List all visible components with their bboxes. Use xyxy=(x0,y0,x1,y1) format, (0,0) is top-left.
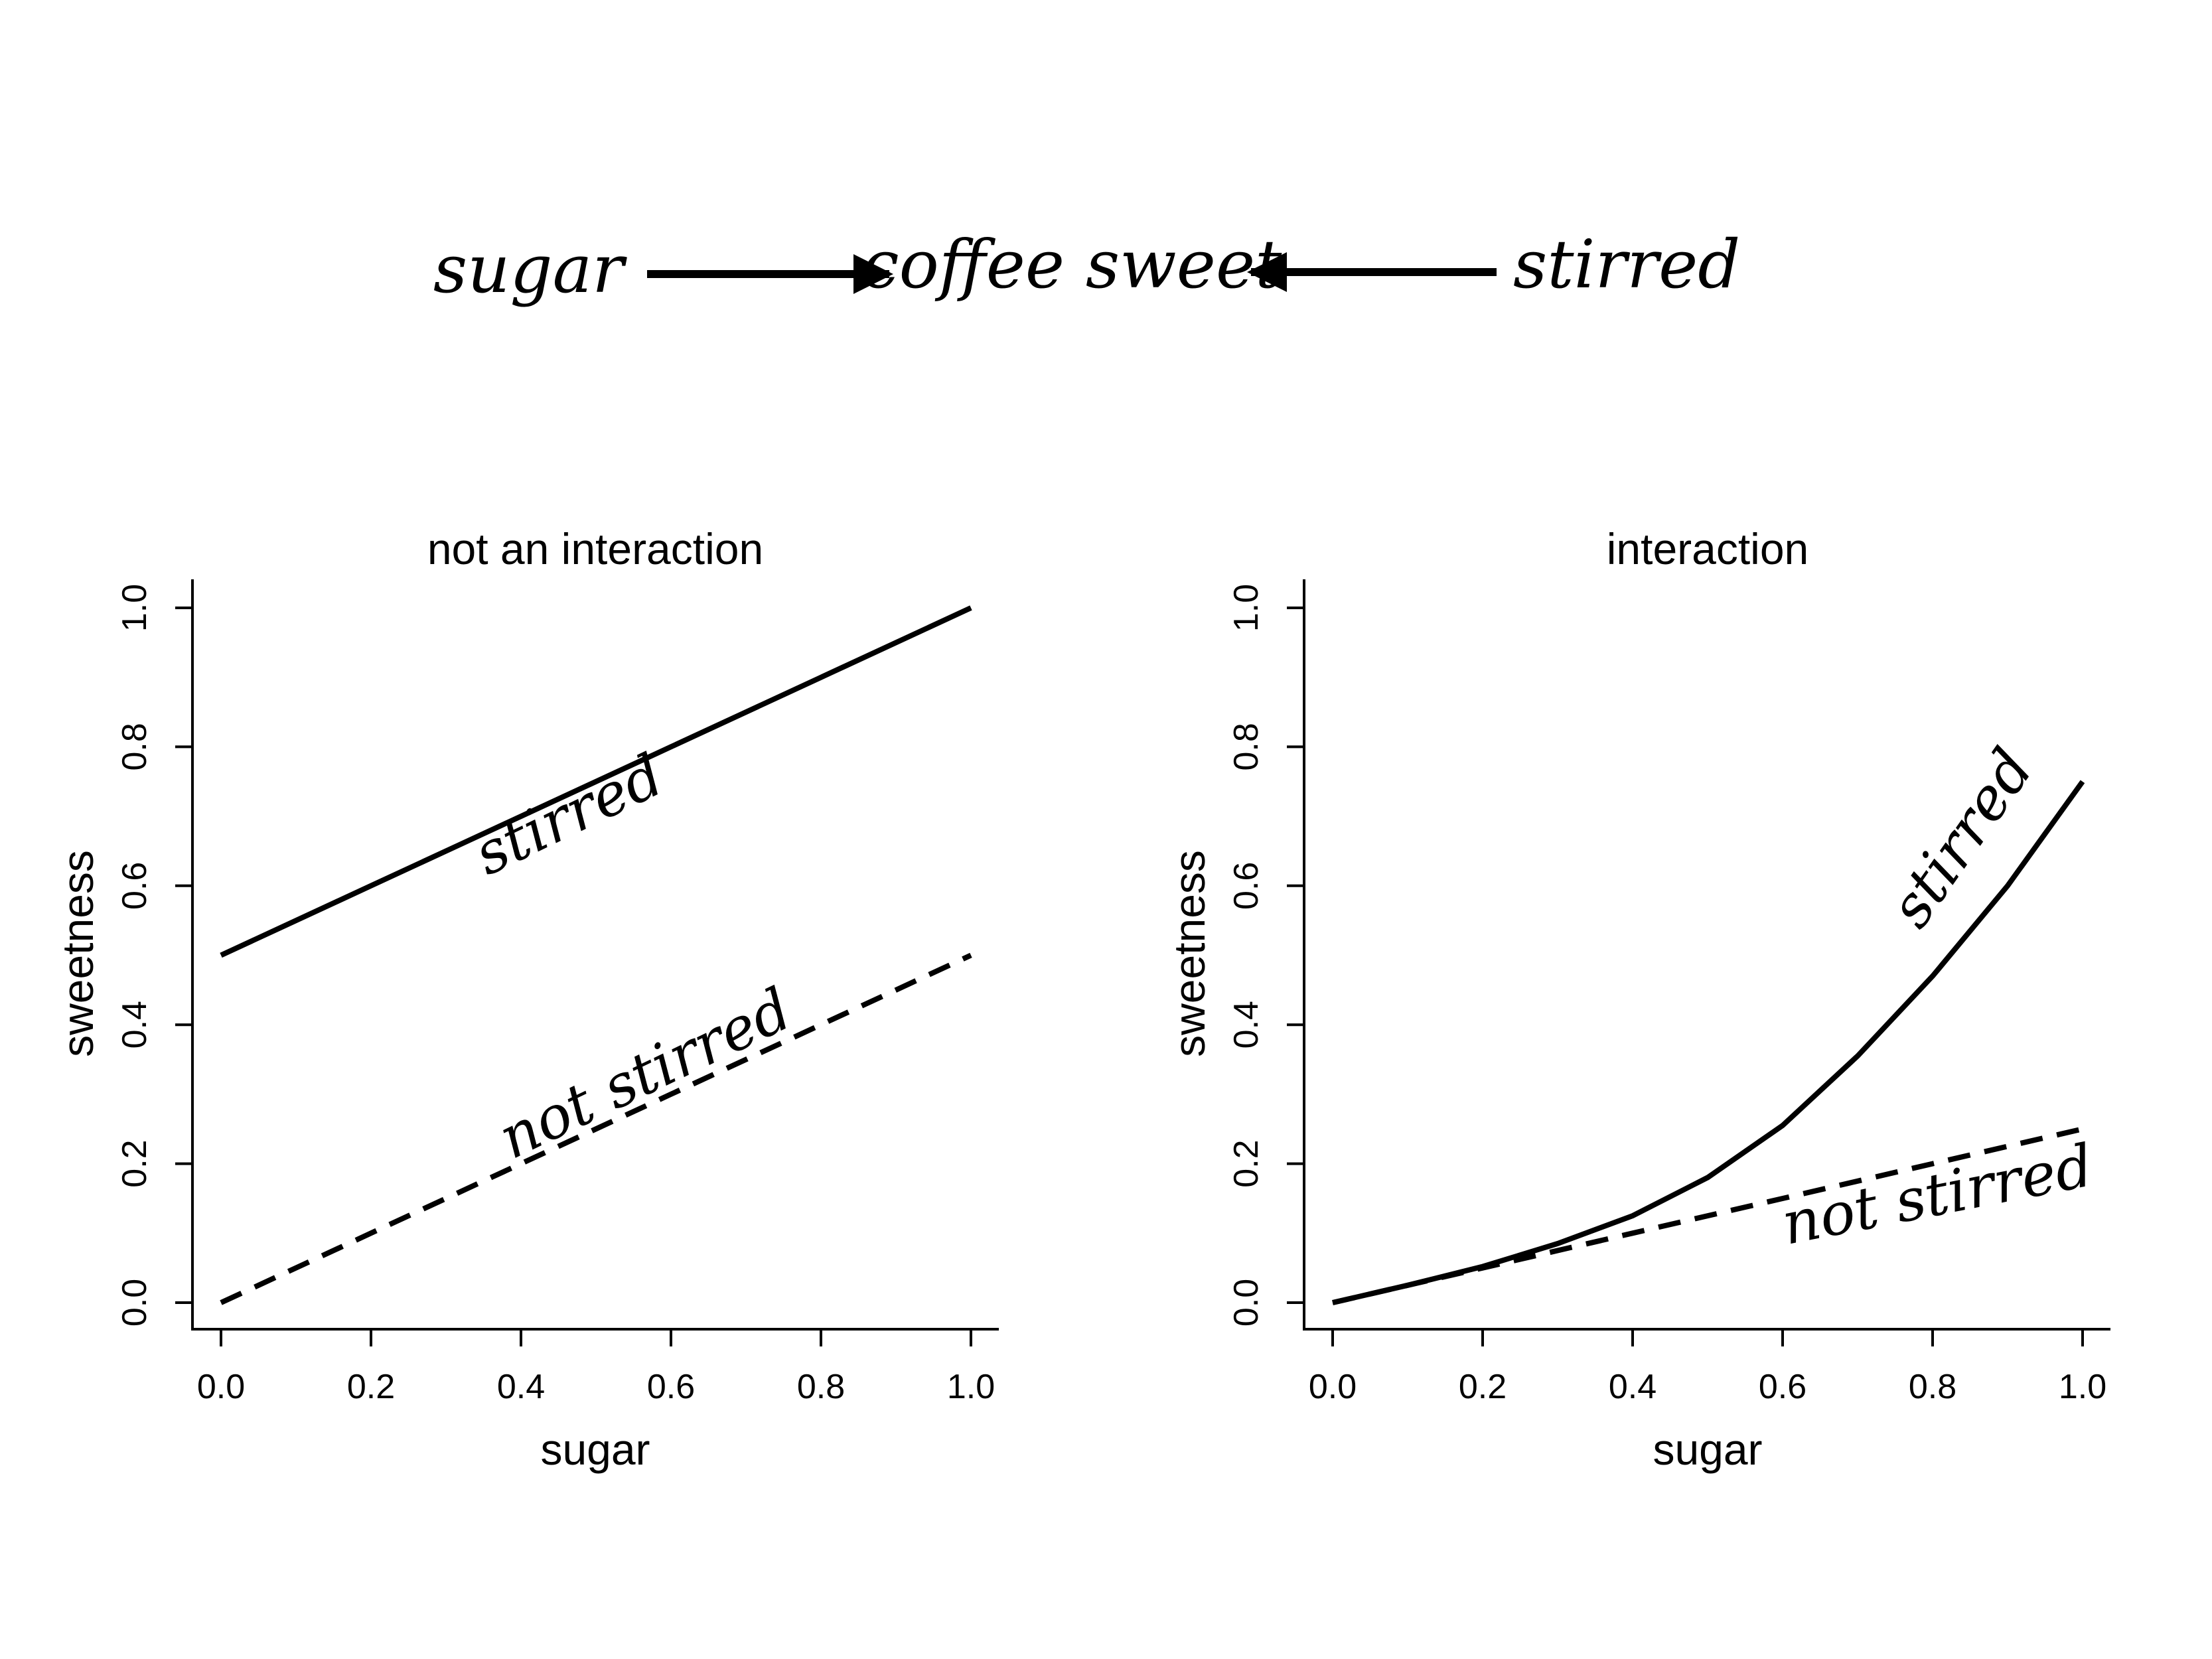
x-tick-label: 0.8 xyxy=(797,1368,845,1406)
series-line-stirred xyxy=(220,605,972,958)
x-tick-label: 0.6 xyxy=(647,1368,695,1406)
series-line-not-stirred xyxy=(220,952,972,1305)
x-tick-label: 0.0 xyxy=(1309,1368,1357,1406)
series-label-stirred: stirred xyxy=(464,741,674,889)
series-line-not-stirred xyxy=(1332,1126,2083,1305)
series-label-not-stirred: not stirred xyxy=(1777,1131,2099,1258)
y-tick-label: 0.0 xyxy=(115,1279,154,1327)
y-axis-label: sweetness xyxy=(53,850,102,1057)
x-tick-label: 0.0 xyxy=(197,1368,245,1406)
y-tick-label: 0.8 xyxy=(1227,723,1266,770)
y-axis-line xyxy=(191,579,999,1331)
x-tick-label: 0.6 xyxy=(1759,1368,1806,1406)
x-tick-label: 0.4 xyxy=(1609,1368,1657,1406)
y-tick-label: 0.6 xyxy=(115,862,154,910)
x-tick-label: 0.4 xyxy=(497,1368,545,1406)
y-tick-label: 0.4 xyxy=(1227,1001,1266,1048)
panel-no-interaction: not an interaction 0.0 0.2 0.4 0.6 0.8 1.0 0.0… xyxy=(53,524,999,1474)
causal-diagram: sugar coffee sweet stirred xyxy=(433,226,1740,308)
x-tick-label: 0.2 xyxy=(1459,1368,1507,1406)
y-tick-label: 0.0 xyxy=(1227,1279,1266,1327)
y-tick-label: 1.0 xyxy=(1227,584,1266,632)
x-tick-label: 1.0 xyxy=(947,1368,995,1406)
dag-node-coffee-sweet: coffee sweet xyxy=(862,226,1282,303)
panel-title: interaction xyxy=(1607,524,1809,573)
y-tick-label: 0.4 xyxy=(115,1001,154,1048)
x-axis-label: sugar xyxy=(540,1425,650,1474)
panel-title: not an interaction xyxy=(427,524,763,573)
dag-node-stirred: stirred xyxy=(1513,226,1740,303)
y-axis-line xyxy=(1303,579,2110,1331)
series-label-stirred: stirred xyxy=(1876,737,2046,940)
series-label-not-stirred: not stirred xyxy=(488,975,802,1173)
panel-interaction: interaction 0.0 0.2 0.4 0.6 0.8 1.0 0.0 0.2 0.4 0… xyxy=(1165,524,2110,1474)
dag-node-sugar: sugar xyxy=(433,230,627,308)
y-tick-label: 0.2 xyxy=(115,1139,154,1187)
x-axis-label: sugar xyxy=(1653,1425,1762,1474)
x-tick-label: 1.0 xyxy=(2059,1368,2106,1406)
x-tick-label: 0.8 xyxy=(1909,1368,1956,1406)
x-tick-label: 0.2 xyxy=(347,1368,395,1406)
y-tick-label: 0.6 xyxy=(1227,862,1266,910)
y-tick-label: 1.0 xyxy=(115,584,154,632)
y-tick-label: 0.8 xyxy=(115,723,154,770)
y-axis-label: sweetness xyxy=(1165,850,1214,1057)
y-tick-label: 0.2 xyxy=(1227,1139,1266,1187)
